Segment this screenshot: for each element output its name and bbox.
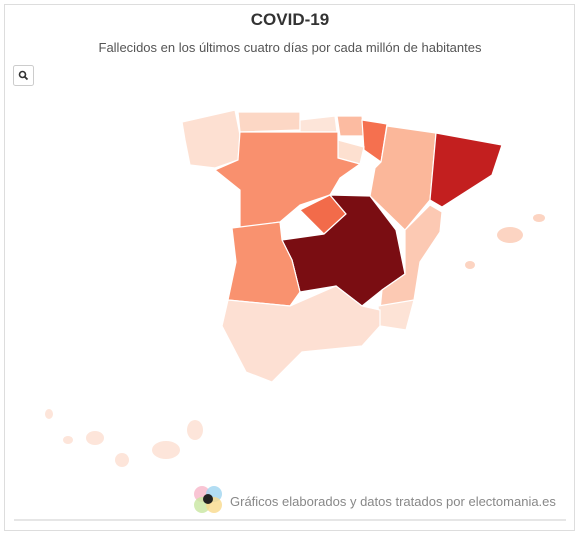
region	[429, 132, 503, 208]
island	[152, 441, 180, 459]
island	[45, 409, 53, 419]
region	[213, 131, 362, 229]
island	[86, 431, 104, 445]
island	[63, 436, 73, 444]
search-button[interactable]	[13, 65, 34, 86]
island	[187, 420, 203, 440]
island	[497, 227, 523, 243]
subtitle: Fallecidos en los últimos cuatro días po…	[99, 40, 482, 55]
region	[379, 204, 443, 311]
region	[181, 109, 241, 169]
title: COVID-19	[251, 10, 329, 29]
island	[533, 214, 545, 222]
logo	[194, 486, 222, 513]
region	[221, 285, 381, 383]
region	[336, 115, 365, 137]
island	[465, 261, 475, 269]
credit: Gráficos elaborados y datos tratados por…	[230, 494, 556, 509]
region	[237, 111, 301, 133]
region	[227, 221, 301, 307]
island	[115, 453, 129, 467]
map	[45, 109, 545, 467]
